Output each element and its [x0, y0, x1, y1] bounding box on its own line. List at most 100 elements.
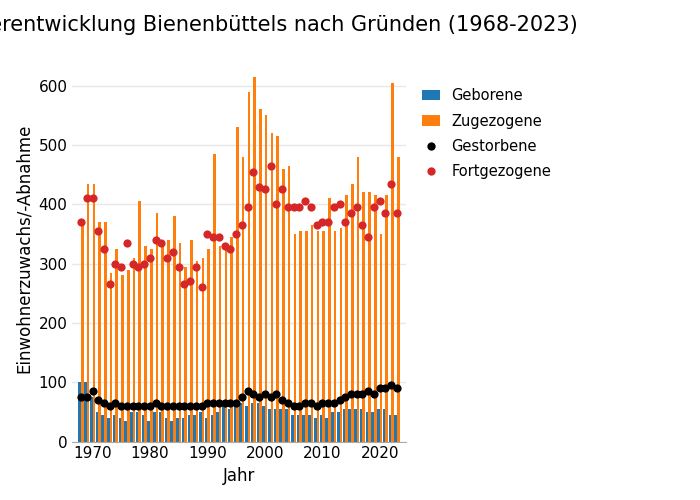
Bar [219, 246, 221, 442]
Bar [164, 418, 167, 442]
Bar [340, 228, 342, 442]
Fortgezogene [294, 204, 305, 212]
Gestorbene [92, 396, 104, 404]
Bar [245, 406, 248, 442]
Fortgezogene [351, 204, 363, 212]
Bar [162, 243, 164, 442]
Gestorbene [99, 399, 110, 407]
Bar [239, 403, 242, 442]
Fortgezogene [150, 236, 161, 244]
Fortgezogene [139, 260, 150, 268]
Gestorbene [340, 393, 351, 401]
Bar [104, 222, 106, 442]
Fortgezogene [178, 280, 190, 288]
Bar [228, 409, 230, 442]
Bar [205, 418, 207, 442]
Bar [202, 258, 204, 442]
Fortgezogene [127, 260, 139, 268]
Gestorbene [219, 399, 230, 407]
Bar [259, 110, 262, 442]
Fortgezogene [76, 218, 87, 226]
Fortgezogene [253, 182, 265, 190]
Bar [354, 409, 357, 442]
Bar [176, 418, 178, 442]
Fortgezogene [248, 168, 259, 175]
Gestorbene [87, 387, 98, 395]
Bar [305, 231, 307, 442]
Bar [345, 196, 348, 442]
Bar [349, 409, 351, 442]
Fortgezogene [121, 239, 132, 247]
Gestorbene [300, 399, 311, 407]
Fortgezogene [323, 218, 334, 226]
Bar [357, 157, 359, 442]
Fortgezogene [242, 204, 253, 212]
Bar [119, 418, 121, 442]
Gestorbene [259, 390, 270, 398]
Bar [178, 243, 181, 442]
Bar [383, 409, 386, 442]
Legend: Geborene, Zugezogene, Gestorbene, Fortgezogene: Geborene, Zugezogene, Gestorbene, Fortge… [416, 82, 557, 185]
Bar [236, 127, 239, 442]
Fortgezogene [190, 262, 202, 270]
Bar [285, 409, 288, 442]
Gestorbene [127, 402, 139, 410]
Bar [337, 412, 340, 442]
Fortgezogene [357, 221, 368, 229]
Gestorbene [368, 390, 379, 398]
Gestorbene [345, 390, 356, 398]
Fortgezogene [368, 204, 379, 212]
Fortgezogene [380, 209, 391, 217]
Gestorbene [316, 399, 328, 407]
Gestorbene [116, 402, 127, 410]
Gestorbene [185, 402, 196, 410]
Fortgezogene [363, 233, 374, 241]
Gestorbene [282, 399, 293, 407]
Bar [302, 415, 305, 442]
Bar [256, 403, 259, 442]
Bar [159, 412, 162, 442]
Gestorbene [294, 402, 305, 410]
Fortgezogene [156, 239, 167, 247]
Bar [363, 192, 365, 442]
Bar [291, 415, 293, 442]
Bar [225, 243, 228, 442]
Gestorbene [207, 399, 218, 407]
Fortgezogene [265, 162, 276, 170]
Gestorbene [363, 387, 374, 395]
Bar [389, 415, 391, 442]
Gestorbene [110, 399, 121, 407]
Bar [90, 397, 92, 442]
Bar [316, 231, 319, 442]
Gestorbene [214, 399, 225, 407]
Bar [184, 266, 187, 442]
Bar [334, 231, 337, 442]
Gestorbene [288, 402, 299, 410]
Gestorbene [253, 393, 265, 401]
Bar [222, 406, 225, 442]
Fortgezogene [144, 254, 155, 262]
Bar [125, 421, 127, 442]
Bar [279, 409, 282, 442]
Bar [113, 415, 116, 442]
Bar [372, 412, 374, 442]
Bar [386, 196, 388, 442]
Bar [196, 260, 199, 442]
Gestorbene [357, 390, 368, 398]
Bar [268, 409, 271, 442]
Gestorbene [374, 384, 385, 392]
Bar [170, 421, 173, 442]
Gestorbene [391, 384, 402, 392]
Gestorbene [156, 402, 167, 410]
Fortgezogene [282, 204, 293, 212]
Fortgezogene [92, 227, 104, 235]
Bar [326, 418, 328, 442]
Bar [98, 222, 101, 442]
Bar [282, 168, 285, 442]
Bar [379, 234, 382, 442]
Gestorbene [248, 390, 259, 398]
Gestorbene [121, 402, 132, 410]
Gestorbene [178, 402, 190, 410]
Bar [322, 231, 325, 442]
Bar [167, 240, 170, 442]
